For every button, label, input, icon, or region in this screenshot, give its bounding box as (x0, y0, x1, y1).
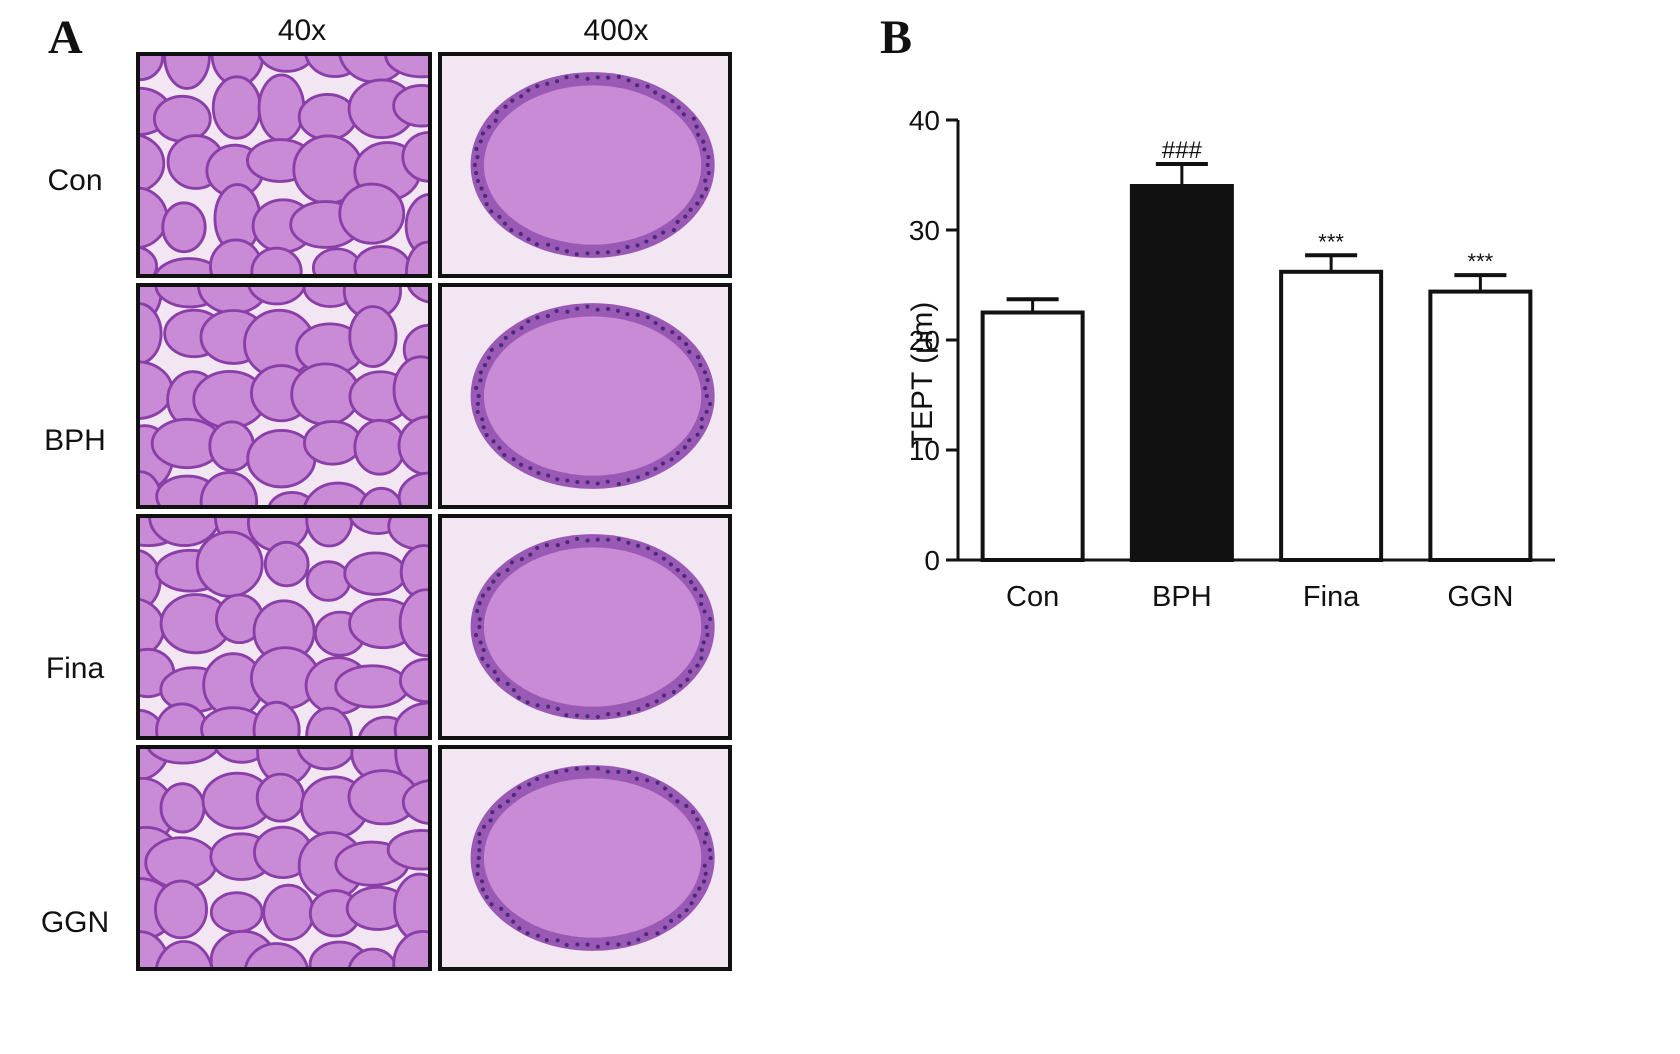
micrograph-con-400x (438, 52, 732, 278)
y-tick-label: 30 (909, 215, 940, 246)
bar-ggn (1428, 289, 1533, 562)
row-label-con: Con (47, 164, 103, 197)
row-label-bph: BPH (44, 424, 106, 457)
micrograph-con-40x (136, 52, 432, 278)
panel-b-letter: B (880, 11, 913, 64)
significance-label: *** (1318, 229, 1344, 254)
micrograph-bph-40x (136, 283, 432, 509)
x-axis: Con BPH Fina GGN (958, 558, 1555, 613)
y-tick-label: 20 (909, 325, 940, 356)
bar-chart: 0 10 20 30 40 Con BPH Fina GGN ### *** *** TEPT (… (906, 105, 1555, 613)
y-tick-label: 40 (909, 105, 940, 136)
micrograph-ggn-40x (136, 745, 432, 971)
x-tick-label-fina: Fina (1303, 581, 1360, 613)
x-tick-label-con: Con (1006, 581, 1059, 613)
micrograph-fina-400x (438, 514, 732, 740)
bar-fina (1279, 269, 1384, 563)
x-tick-label-bph: BPH (1152, 581, 1212, 613)
y-axis-label: TEPT (μm) (906, 302, 939, 449)
y-tick-label: 0 (924, 545, 940, 576)
significance-label: ### (1162, 137, 1203, 164)
bar-bph (1129, 184, 1234, 562)
micrograph-ggn-400x (438, 745, 732, 971)
row-label-fina: Fina (45, 652, 105, 685)
y-tick-label: 10 (909, 435, 940, 466)
micrograph-bph-400x (438, 283, 732, 509)
bars-group: ### *** *** (980, 137, 1533, 563)
micrograph-fina-40x (136, 514, 432, 740)
x-tick-label-ggn: GGN (1447, 581, 1513, 613)
column-header-40x: 40x (277, 14, 327, 47)
panel-a-letter: A (48, 11, 83, 64)
row-label-ggn: GGN (40, 906, 110, 939)
y-axis: 0 10 20 30 40 (909, 105, 960, 576)
bar-con (980, 310, 1085, 562)
column-header-400x: 400x (583, 14, 649, 47)
significance-label: *** (1468, 249, 1494, 274)
